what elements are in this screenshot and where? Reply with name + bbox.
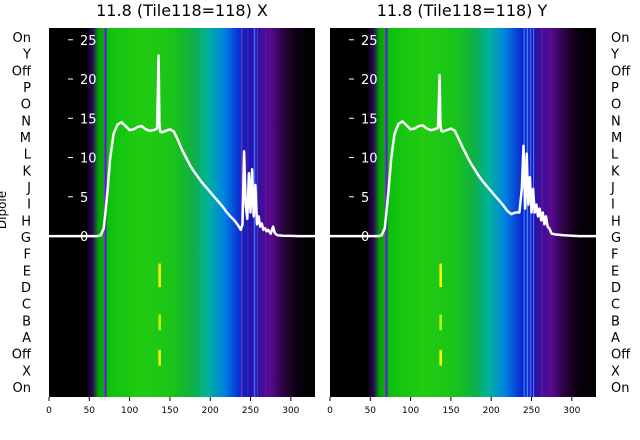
category-label: I (27, 198, 31, 213)
y-tick-label: 0 (361, 230, 369, 245)
category-label: X (22, 364, 31, 379)
category-label: B (22, 314, 31, 329)
category-label: X (611, 364, 620, 379)
x-tick-label: 0 (46, 406, 52, 416)
category-label: I (611, 198, 615, 213)
heatmap-hotspot (158, 349, 161, 366)
category-label: On (611, 31, 629, 46)
x-tick-label: 100 (121, 406, 138, 416)
y-tick-label: 15 (80, 112, 97, 127)
chart-panel-y: 11.8 (Tile118=118) Y OnXOffABCDEFGHIJKLM… (327, 1, 631, 416)
x-tick-label: 300 (563, 406, 580, 416)
category-label: K (22, 164, 31, 179)
category-label: H (611, 214, 621, 229)
y-ticks: 0 5 10 15 20 25 (349, 34, 378, 245)
category-label: Off (12, 348, 32, 363)
chart-title: 11.8 (Tile118=118) Y (377, 1, 548, 20)
category-label: G (611, 231, 621, 246)
y-axis-label: Dipole (0, 191, 9, 229)
heatmap (49, 28, 315, 397)
category-label: Off (611, 64, 631, 79)
x-tick-label: 100 (402, 406, 419, 416)
x-tick-label: 250 (523, 406, 540, 416)
category-label: On (611, 381, 629, 396)
x-tick-label: 300 (282, 406, 299, 416)
category-label: Off (12, 64, 32, 79)
series-line (49, 54, 315, 238)
x-tick-label: 200 (483, 406, 500, 416)
category-label: On (13, 31, 31, 46)
category-label: B (611, 314, 620, 329)
heatmap-hotspot (158, 314, 161, 331)
heatmap-hotspot (439, 349, 442, 366)
x-ticks: 0 50 100 150 200 250 300 (327, 397, 581, 416)
category-label: Y (22, 48, 31, 63)
x-tick-label: 150 (442, 406, 459, 416)
category-label: K (611, 164, 620, 179)
y-tick-label: 10 (361, 152, 378, 167)
category-label: C (611, 298, 620, 313)
category-label: On (13, 381, 31, 396)
y-tick-label: 20 (80, 73, 97, 88)
category-label: O (611, 98, 621, 113)
y-tick-label: 5 (361, 191, 369, 206)
category-label: H (21, 214, 31, 229)
heatmap (330, 28, 596, 397)
category-label: J (610, 181, 615, 196)
category-label: M (611, 131, 622, 146)
y-tick-label: 0 (80, 230, 88, 245)
x-tick-label: 150 (161, 406, 178, 416)
x-tick-label: 200 (202, 406, 219, 416)
category-label: E (23, 264, 31, 279)
chart-title: 11.8 (Tile118=118) X (96, 1, 268, 20)
category-label: L (24, 148, 32, 163)
y-tick-label: 25 (361, 34, 378, 49)
y-tick-label: 5 (80, 191, 88, 206)
category-label: P (611, 81, 619, 96)
category-label: M (20, 131, 31, 146)
x-tick-label: 0 (327, 406, 333, 416)
y-tick-label: 15 (361, 112, 378, 127)
category-label: D (21, 281, 31, 296)
category-label: A (611, 331, 620, 346)
category-label: Y (610, 48, 619, 63)
category-label: F (611, 248, 618, 263)
x-tick-label: 50 (84, 406, 96, 416)
category-label: D (611, 281, 621, 296)
heatmap-hotspot (439, 314, 442, 331)
heatmap-hotspot (439, 263, 442, 288)
category-label: A (22, 331, 31, 346)
category-label: O (21, 98, 31, 113)
heatmap-stripe (523, 28, 525, 397)
category-label: J (26, 181, 31, 196)
category-label: F (24, 248, 31, 263)
y-tick-label: 10 (80, 152, 97, 167)
y-tick-label: 25 (80, 34, 97, 49)
heatmap-stripe (265, 28, 267, 397)
category-label: P (23, 81, 31, 96)
category-label: L (611, 148, 619, 163)
category-label: Off (611, 348, 631, 363)
series-line (330, 73, 596, 238)
x-tick-label: 50 (365, 406, 377, 416)
x-tick-label: 250 (242, 406, 259, 416)
category-label: G (21, 231, 31, 246)
y-ticks: 0 5 10 15 20 25 (68, 34, 97, 245)
chart-panel-x: 11.8 (Tile118=118) X Dipole OnXOffABCDEF… (0, 1, 315, 416)
category-label: N (21, 114, 31, 129)
y-tick-label: 20 (361, 73, 378, 88)
category-label: C (22, 298, 31, 313)
category-label: N (611, 114, 621, 129)
category-label: E (611, 264, 619, 279)
heatmap-hotspot (158, 263, 161, 288)
x-ticks: 0 50 100 150 200 250 300 (46, 397, 300, 416)
heatmap-stripe (526, 28, 529, 397)
